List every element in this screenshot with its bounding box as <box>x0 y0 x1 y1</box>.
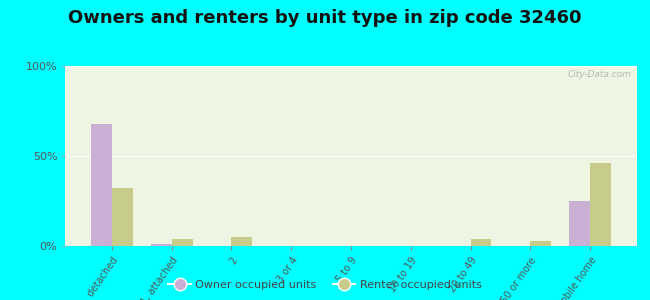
Text: Owners and renters by unit type in zip code 32460: Owners and renters by unit type in zip c… <box>68 9 582 27</box>
Text: City-Data.com: City-Data.com <box>567 70 631 79</box>
Bar <box>151 244 172 246</box>
Bar <box>471 239 491 246</box>
Bar <box>231 237 252 246</box>
Bar <box>569 201 590 246</box>
Bar <box>590 163 611 246</box>
Bar <box>112 188 133 246</box>
Bar <box>172 239 192 246</box>
Bar <box>530 241 551 246</box>
Legend: Owner occupied units, Renter occupied units: Owner occupied units, Renter occupied un… <box>164 276 486 294</box>
Bar <box>91 124 112 246</box>
